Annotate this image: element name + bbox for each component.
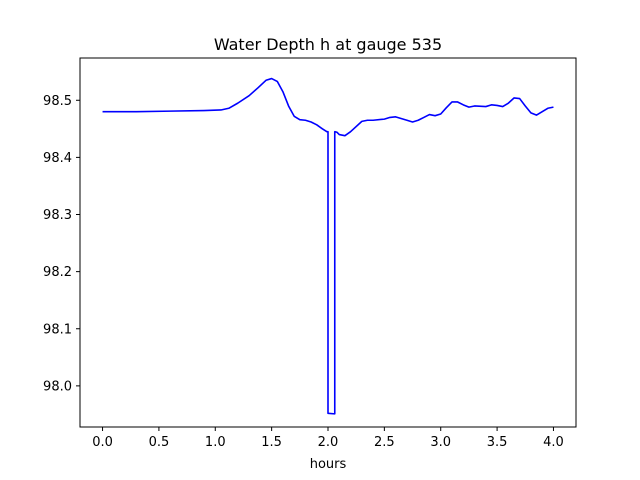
x-axis-label: hours bbox=[310, 457, 347, 472]
y-tick-label: 98.5 bbox=[43, 94, 72, 109]
y-tick-label: 98.0 bbox=[43, 379, 72, 394]
y-tick-label: 98.1 bbox=[43, 322, 72, 337]
x-axis: 0.0 0.5 1.0 1.5 2.0 2.5 3.0 3.5 4.0 bbox=[92, 427, 564, 450]
x-tick-label: 0.0 bbox=[92, 435, 113, 450]
x-tick-label: 2.5 bbox=[374, 435, 395, 450]
x-tick-label: 3.5 bbox=[487, 435, 508, 450]
y-tick-label: 98.3 bbox=[43, 208, 72, 223]
series-line bbox=[102, 77, 554, 415]
x-tick-label: 1.5 bbox=[261, 435, 282, 450]
x-tick-label: 2.0 bbox=[318, 435, 339, 450]
axes-frame bbox=[79, 57, 577, 428]
plot-area bbox=[102, 77, 554, 415]
chart-title: Water Depth h at gauge 535 bbox=[214, 35, 442, 54]
y-axis: 98.0 98.1 98.2 98.3 98.4 98.5 bbox=[43, 94, 80, 394]
x-tick-label: 0.5 bbox=[149, 435, 170, 450]
x-tick-label: 4.0 bbox=[543, 435, 564, 450]
x-tick-label: 1.0 bbox=[205, 435, 226, 450]
x-tick-label: 3.0 bbox=[430, 435, 451, 450]
y-tick-label: 98.4 bbox=[43, 151, 72, 166]
y-tick-label: 98.2 bbox=[43, 265, 72, 280]
